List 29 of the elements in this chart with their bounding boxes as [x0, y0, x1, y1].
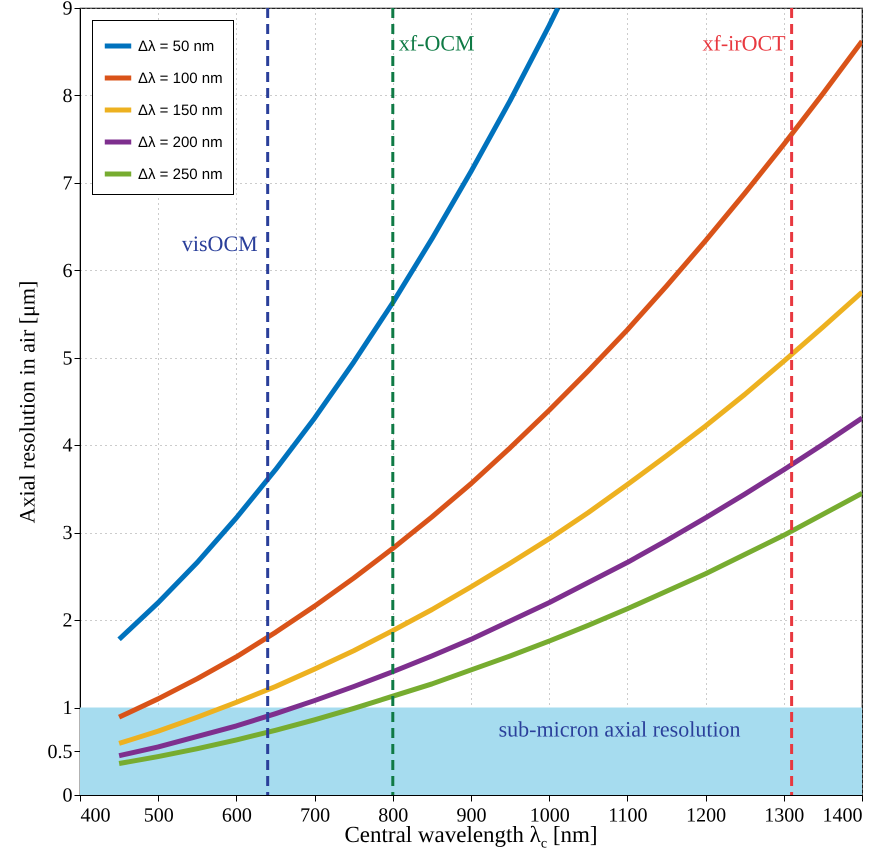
- y-tick-label: 2: [62, 610, 72, 632]
- y-tick-label: 3: [62, 522, 72, 544]
- legend-label: Δλ = 200 nm: [138, 134, 223, 151]
- legend-label: Δλ = 100 nm: [138, 70, 223, 87]
- y-tick-label: 8: [62, 84, 72, 107]
- y-axis-title: Axial resolution in air [μm]: [14, 280, 40, 524]
- legend-label: Δλ = 150 nm: [138, 102, 223, 119]
- y-tick-label: 6: [62, 260, 72, 282]
- x-tick-label: 700: [300, 804, 330, 826]
- legend-label: Δλ = 50 nm: [138, 38, 214, 55]
- ref-line-label: visOCM: [182, 231, 258, 256]
- x-tick-label: 1300: [764, 804, 804, 826]
- y-tick-label: 0: [62, 784, 72, 806]
- y-tick-label: 9: [62, 0, 72, 20]
- y-tick-label: 5: [62, 347, 72, 370]
- y-tick-label: 4: [62, 434, 72, 457]
- legend-label: Δλ = 250 nm: [138, 166, 223, 183]
- ref-line-label: xf-OCM: [398, 30, 475, 56]
- x-tick-label: 1400: [822, 804, 862, 826]
- x-tick-label: 500: [144, 804, 174, 826]
- y-tick-label: 1: [62, 697, 72, 720]
- x-tick-label: 600: [222, 804, 252, 826]
- x-tick-label: 1100: [608, 804, 648, 826]
- band-label: sub-micron axial resolution: [498, 716, 741, 742]
- y-tick-label: 7: [62, 172, 72, 194]
- x-tick-label: 400: [80, 804, 110, 826]
- x-tick-label: 1200: [686, 804, 726, 826]
- y-tick-label: 0.5: [48, 740, 72, 763]
- ref-line-label: xf-irOCT: [702, 30, 786, 56]
